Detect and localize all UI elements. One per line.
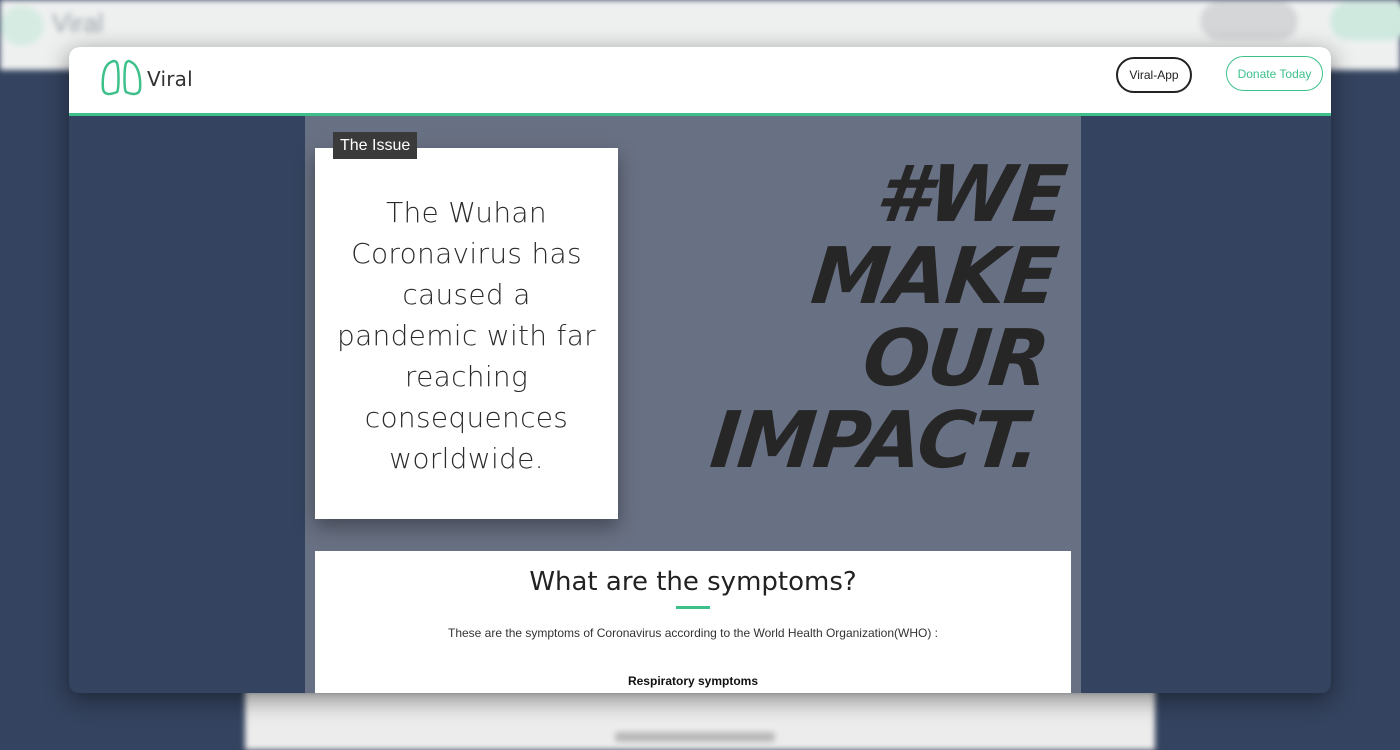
main-window: Viral Viral-App Donate Today The Issue T… — [69, 47, 1331, 693]
symptoms-description: These are the symptoms of Coronavirus ac… — [448, 626, 938, 640]
symptoms-section: What are the symptoms? These are the sym… — [315, 551, 1071, 693]
slogan: #WE MAKE OUR IMPACT. — [705, 150, 1069, 486]
viral-app-button[interactable]: Viral-App — [1116, 57, 1192, 93]
background-text — [615, 732, 775, 742]
symptoms-title: What are the symptoms? — [529, 567, 857, 597]
background-button — [1200, 2, 1298, 40]
lungs-icon[interactable] — [101, 59, 143, 97]
hero-section: The Issue The Wuhan Coronavirus has caus… — [305, 116, 1081, 693]
donate-button[interactable]: Donate Today — [1226, 56, 1323, 91]
slogan-line: MAKE — [806, 232, 1061, 322]
issue-text: The Wuhan Coronavirus has caused a pande… — [337, 196, 596, 475]
slogan-line: IMPACT. — [705, 396, 1043, 486]
brand-name[interactable]: Viral — [147, 67, 193, 91]
background-logo — [0, 6, 44, 46]
background-button — [1330, 2, 1400, 40]
slogan-line: #WE — [871, 150, 1069, 240]
background-blur-content — [245, 690, 1155, 750]
navbar: Viral Viral-App Donate Today — [69, 47, 1331, 116]
respiratory-symptoms-heading: Respiratory symptoms — [627, 674, 759, 688]
issue-card: The Wuhan Coronavirus has caused a pande… — [315, 148, 618, 519]
title-underline — [676, 606, 710, 609]
slogan-line: OUR — [858, 314, 1052, 404]
background-brand: Viral — [52, 8, 104, 38]
issue-tag: The Issue — [333, 132, 418, 159]
